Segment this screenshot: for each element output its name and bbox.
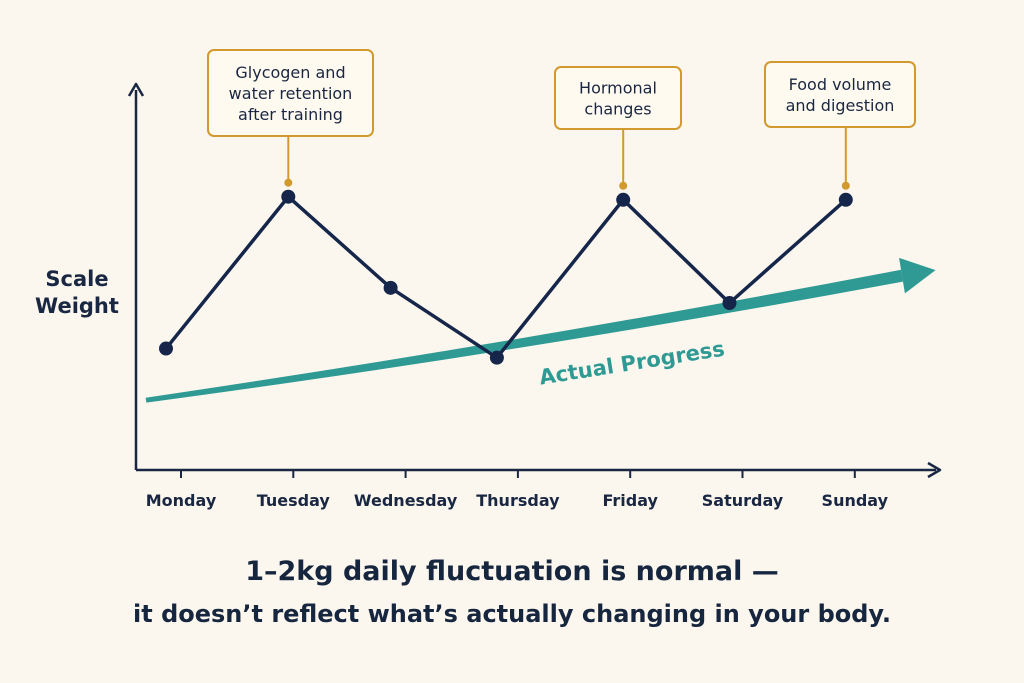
caption-line-2: it doesn’t reflect what’s actually chang…: [133, 600, 891, 628]
weight-point: [838, 192, 853, 207]
weight-point: [383, 280, 398, 295]
annotation-text: after training: [238, 105, 343, 124]
x-tick-label: Monday: [146, 491, 217, 510]
weight-point: [281, 189, 296, 204]
caption-line-1: 1–2kg daily fluctuation is normal —: [245, 556, 779, 587]
y-axis-label: Scale Weight: [35, 267, 119, 318]
annotation-text: water retention: [229, 84, 353, 103]
trend-arrow-head: [899, 257, 936, 294]
x-tick-label: Wednesday: [354, 491, 458, 510]
annotation-dot: [284, 178, 293, 187]
annotation-box: [207, 49, 374, 137]
weight-point: [159, 341, 173, 356]
annotation-dot: [841, 181, 850, 190]
annotation-text: and digestion: [786, 96, 895, 115]
x-tick-label: Sunday: [822, 491, 889, 510]
annotation-text: Hormonal: [579, 79, 657, 98]
annotation-text: changes: [584, 100, 651, 119]
x-tick-label: Tuesday: [257, 491, 331, 510]
y-axis-arrow: [127, 82, 145, 97]
annotation-text: Glycogen and: [235, 63, 345, 82]
trend-label: Actual Progress: [538, 337, 727, 390]
annotation-box: [554, 66, 682, 130]
x-tick-label: Saturday: [702, 491, 784, 510]
weight-point: [722, 296, 737, 310]
x-tick-label: Thursday: [476, 491, 560, 510]
weight-line: [164, 194, 847, 360]
trend-arrow-shaft: [145, 269, 903, 403]
annotation-box: [764, 61, 916, 128]
x-axis-arrow: [927, 461, 942, 479]
annotation-text: Food volume: [789, 75, 892, 94]
weight-point: [616, 192, 631, 207]
annotation-dot: [619, 181, 628, 190]
weight-point: [489, 350, 504, 365]
x-tick-label: Friday: [602, 491, 658, 510]
